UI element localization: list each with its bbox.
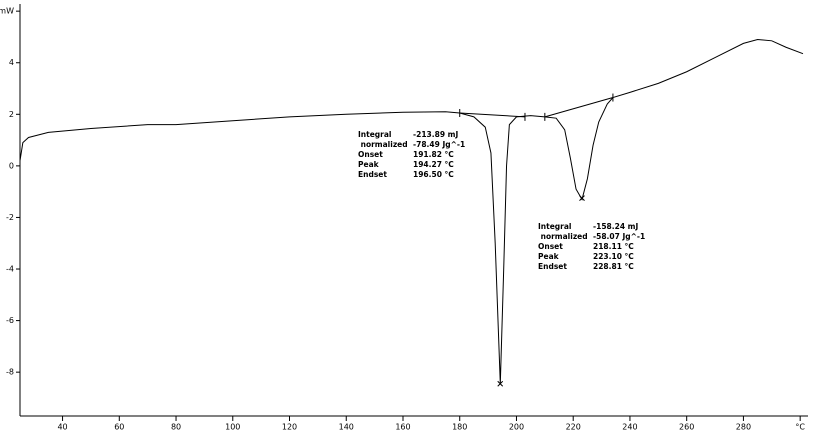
annotation: Integral -158.24 mJ normalized -58.07 Jg^-…	[538, 222, 645, 271]
annotation-label: Peak	[538, 252, 560, 261]
y-tick-label: -4	[6, 265, 14, 274]
dsc-curve	[19, 39, 804, 384]
annotation-value: 223.10 °C	[593, 252, 634, 261]
annotation-label: Endset	[538, 262, 567, 271]
x-tick-label: 120	[282, 423, 297, 432]
y-tick-label: 2	[9, 110, 14, 119]
y-tick-label: -2	[6, 213, 14, 222]
y-tick-label: mW	[0, 7, 14, 16]
annotation-label: normalized	[358, 140, 408, 149]
x-tick-label: 100	[225, 423, 240, 432]
annotation-label: Endset	[358, 170, 387, 179]
x-tick-label: 260	[679, 423, 694, 432]
annotation-label: Peak	[358, 160, 380, 169]
y-tick-label: -6	[6, 316, 14, 325]
annotation-value: 191.82 °C	[413, 150, 454, 159]
annotation-label: normalized	[538, 232, 588, 241]
annotation-value: -58.07 Jg^-1	[593, 232, 645, 241]
x-tick-label: 220	[566, 423, 581, 432]
x-tick-label: °C	[795, 423, 805, 432]
annotation-value: 196.50 °C	[413, 170, 454, 179]
x-tick-label: 200	[509, 423, 524, 432]
y-tick-label: 0	[9, 161, 14, 170]
annotation-value: 218.11 °C	[593, 242, 634, 251]
y-tick-label: -8	[6, 368, 14, 377]
x-tick-label: 280	[736, 423, 751, 432]
annotation-value: -78.49 Jg^-1	[413, 140, 465, 149]
annotation-label: Onset	[358, 150, 383, 159]
x-tick-label: 240	[622, 423, 637, 432]
annotation-label: Integral	[538, 222, 572, 231]
x-tick-label: 40	[57, 423, 67, 432]
annotation-value: 228.81 °C	[593, 262, 634, 271]
x-tick-label: 180	[452, 423, 467, 432]
peak-marker	[579, 195, 585, 201]
annotation-value: 194.27 °C	[413, 160, 454, 169]
x-tick-label: 60	[114, 423, 124, 432]
y-tick-label: 4	[9, 58, 14, 67]
peak-marker	[497, 380, 504, 387]
annotation: Integral -213.89 mJ normalized -78.49 Jg^-…	[358, 130, 465, 179]
annotation-value: -158.24 mJ	[593, 222, 638, 231]
baseline	[459, 112, 526, 118]
x-tick-label: 140	[339, 423, 354, 432]
x-tick-label: 160	[395, 423, 410, 432]
annotation-value: -213.89 mJ	[413, 130, 458, 139]
annotation-label: Integral	[358, 130, 392, 139]
baseline	[544, 97, 614, 118]
x-tick-label: 80	[171, 423, 181, 432]
annotation-label: Onset	[538, 242, 563, 251]
